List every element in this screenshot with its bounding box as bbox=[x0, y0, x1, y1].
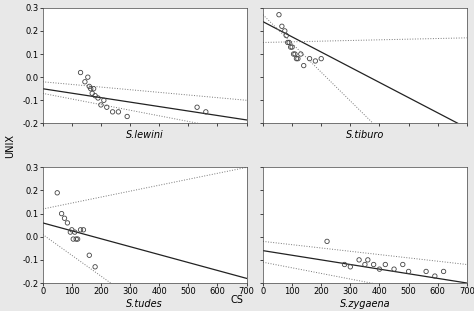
Point bbox=[115, 109, 122, 114]
Point bbox=[94, 95, 102, 100]
Point bbox=[91, 93, 99, 98]
Point bbox=[390, 267, 398, 272]
Point bbox=[58, 211, 65, 216]
Point bbox=[74, 237, 82, 242]
Point bbox=[297, 52, 305, 57]
Point bbox=[311, 58, 319, 63]
Point bbox=[77, 227, 84, 232]
Point bbox=[68, 227, 75, 232]
Point bbox=[399, 262, 407, 267]
Point bbox=[376, 267, 383, 272]
Point bbox=[356, 258, 363, 262]
Point bbox=[100, 98, 108, 103]
Point bbox=[341, 262, 348, 267]
Point bbox=[73, 237, 80, 242]
Point bbox=[81, 79, 89, 84]
Point bbox=[300, 63, 308, 68]
Point bbox=[361, 262, 369, 267]
Point bbox=[284, 40, 292, 45]
Point bbox=[285, 40, 293, 45]
Point bbox=[422, 269, 430, 274]
Point bbox=[364, 258, 372, 262]
Text: UNIX: UNIX bbox=[5, 134, 16, 158]
X-axis label: S.zygaena: S.zygaena bbox=[339, 299, 390, 309]
Point bbox=[288, 44, 296, 49]
Point bbox=[109, 109, 117, 114]
Point bbox=[290, 52, 297, 57]
Point bbox=[323, 239, 331, 244]
Point bbox=[66, 230, 74, 234]
Point bbox=[77, 70, 84, 75]
Point bbox=[287, 44, 294, 49]
Point bbox=[440, 269, 447, 274]
Point bbox=[123, 114, 131, 119]
Point bbox=[431, 274, 438, 279]
Point bbox=[405, 269, 412, 274]
Point bbox=[382, 262, 389, 267]
Point bbox=[80, 227, 87, 232]
Point bbox=[85, 84, 93, 89]
Point bbox=[84, 75, 91, 80]
Point bbox=[103, 105, 110, 110]
Point bbox=[54, 190, 61, 195]
Point bbox=[61, 216, 68, 221]
Point bbox=[70, 237, 77, 242]
Point bbox=[71, 230, 79, 234]
Point bbox=[281, 28, 289, 33]
Point bbox=[91, 264, 99, 269]
Point bbox=[370, 262, 377, 267]
Point bbox=[318, 56, 325, 61]
Point bbox=[90, 86, 98, 91]
Point bbox=[85, 253, 93, 258]
Text: CS: CS bbox=[230, 295, 244, 305]
X-axis label: S.tiburo: S.tiburo bbox=[346, 130, 384, 140]
Point bbox=[292, 56, 300, 61]
Point bbox=[202, 109, 210, 114]
Point bbox=[275, 12, 283, 17]
Point bbox=[306, 56, 313, 61]
Point bbox=[278, 24, 286, 29]
Point bbox=[193, 105, 201, 110]
Point bbox=[283, 33, 290, 38]
Point bbox=[294, 56, 301, 61]
Point bbox=[64, 220, 71, 225]
Point bbox=[87, 86, 94, 91]
Point bbox=[291, 52, 299, 57]
X-axis label: S.tudes: S.tudes bbox=[126, 299, 163, 309]
X-axis label: S.lewini: S.lewini bbox=[126, 130, 164, 140]
Point bbox=[88, 91, 96, 96]
Point bbox=[97, 102, 105, 107]
Point bbox=[346, 264, 354, 269]
